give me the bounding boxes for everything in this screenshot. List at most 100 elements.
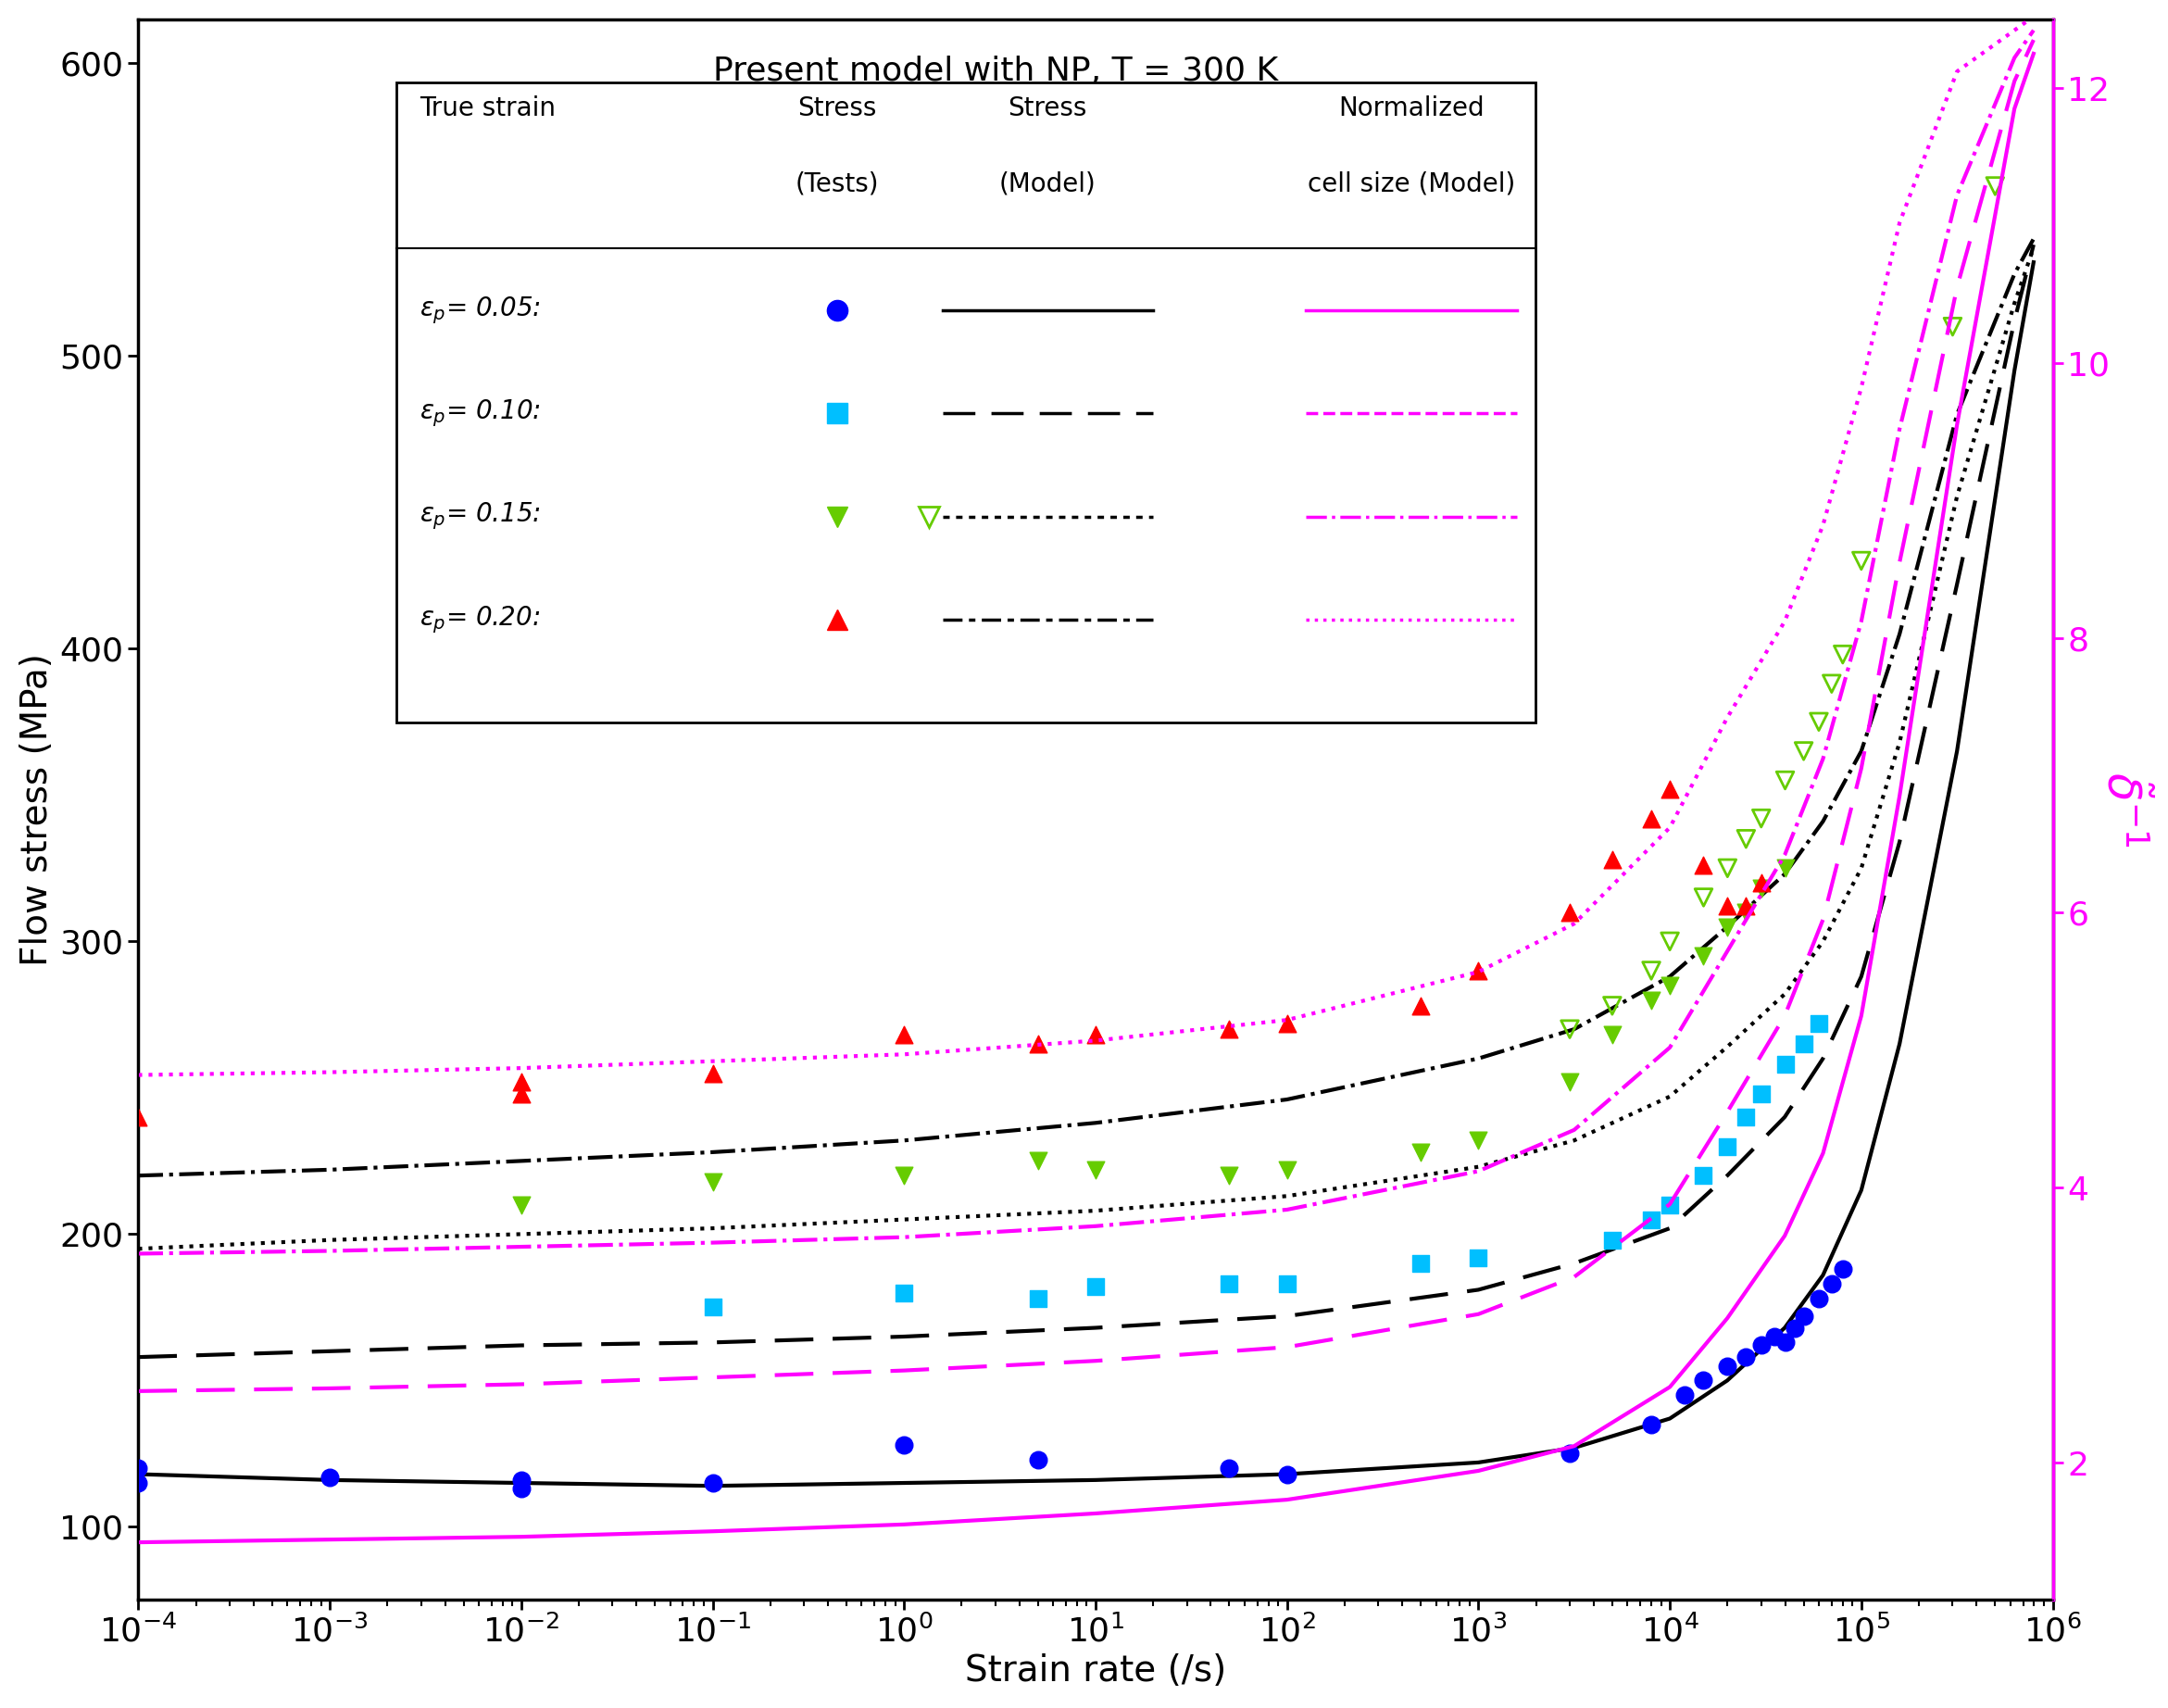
Point — [696, 1059, 731, 1086]
Point — [1635, 804, 1669, 832]
Point — [1652, 972, 1687, 999]
Point — [1596, 992, 1630, 1020]
Point — [1652, 775, 1687, 803]
Text: Stress: Stress — [798, 96, 876, 121]
Point — [696, 1293, 731, 1320]
Point — [1270, 1156, 1305, 1184]
Point — [1212, 1161, 1247, 1189]
Point — [1786, 738, 1821, 765]
Point — [1743, 804, 1778, 832]
Point — [1802, 709, 1836, 736]
Point — [1077, 1021, 1112, 1049]
Point — [1403, 1250, 1437, 1278]
Point — [1212, 1016, 1247, 1044]
Point — [1825, 640, 1860, 668]
Point — [1687, 852, 1721, 880]
Point — [1825, 1255, 1860, 1283]
Point — [1845, 547, 1880, 574]
FancyBboxPatch shape — [397, 82, 1535, 722]
Point — [1021, 1030, 1056, 1057]
Text: Normalized: Normalized — [1338, 96, 1485, 121]
Point — [1687, 943, 1721, 970]
Point — [1596, 845, 1630, 873]
Point — [1711, 893, 1745, 921]
Point — [1552, 1068, 1587, 1095]
X-axis label: Strain rate (/s): Strain rate (/s) — [965, 1653, 1227, 1689]
Point — [312, 1464, 347, 1491]
Point — [1635, 1411, 1669, 1438]
Point — [1802, 1009, 1836, 1037]
Point — [121, 1103, 156, 1131]
Text: Present model with NP, T = 300 K: Present model with NP, T = 300 K — [713, 56, 1277, 87]
Point — [1728, 893, 1763, 921]
Point — [1767, 854, 1802, 881]
Point — [1767, 767, 1802, 794]
Y-axis label: $\tilde{\delta}^{-1}$: $\tilde{\delta}^{-1}$ — [2099, 772, 2148, 847]
Point — [503, 1467, 538, 1494]
Point — [1270, 1460, 1305, 1488]
Point — [1652, 1190, 1687, 1218]
Point — [503, 1190, 538, 1218]
Point — [1652, 927, 1687, 955]
Point — [503, 1068, 538, 1095]
Point — [1687, 1366, 1721, 1394]
Point — [1461, 956, 1496, 984]
Point — [1802, 1284, 1836, 1312]
Point — [1711, 914, 1745, 941]
Point — [1596, 1226, 1630, 1254]
Point — [1711, 1132, 1745, 1160]
Point — [1077, 1272, 1112, 1300]
Point — [887, 1161, 921, 1189]
Point — [503, 1079, 538, 1107]
Point — [1936, 313, 1971, 340]
Point — [1815, 1271, 1849, 1298]
Point — [1687, 883, 1721, 910]
Point — [1728, 825, 1763, 852]
Text: (Model): (Model) — [999, 171, 1097, 196]
Y-axis label: Flow stress (MPa): Flow stress (MPa) — [20, 652, 54, 967]
Point — [121, 1469, 156, 1496]
Point — [1403, 992, 1437, 1020]
Point — [1403, 1139, 1437, 1167]
Text: cell size (Model): cell size (Model) — [1307, 171, 1515, 196]
Point — [1212, 1271, 1247, 1298]
Point — [1635, 1206, 1669, 1233]
Point — [1977, 173, 2012, 200]
Point — [121, 1455, 156, 1483]
Point — [1743, 1332, 1778, 1360]
Point — [1461, 1243, 1496, 1271]
Point — [1270, 1009, 1305, 1037]
Point — [1756, 1324, 1791, 1351]
Text: True strain: True strain — [421, 96, 555, 121]
Point — [1552, 1016, 1587, 1044]
Point — [1786, 1303, 1821, 1331]
Point — [1552, 1440, 1587, 1467]
Point — [696, 1469, 731, 1496]
Point — [1021, 1148, 1056, 1175]
Point — [1743, 874, 1778, 902]
Point — [1786, 1030, 1821, 1057]
Point — [1687, 1161, 1721, 1189]
Point — [1021, 1447, 1056, 1474]
Point — [1711, 1353, 1745, 1380]
Point — [696, 1168, 731, 1196]
Point — [1635, 956, 1669, 984]
Text: $\varepsilon_p$= 0.20:: $\varepsilon_p$= 0.20: — [421, 605, 540, 635]
Point — [1021, 1284, 1056, 1312]
Point — [1728, 898, 1763, 926]
Text: Stress: Stress — [1008, 96, 1086, 121]
Point — [1767, 1329, 1802, 1356]
Point — [1743, 1079, 1778, 1107]
Point — [1635, 986, 1669, 1013]
Point — [1461, 1127, 1496, 1155]
Point — [1815, 670, 1849, 697]
Point — [887, 1431, 921, 1459]
Point — [1552, 898, 1587, 926]
Point — [1711, 854, 1745, 881]
Point — [1667, 1382, 1702, 1409]
Point — [887, 1279, 921, 1307]
Point — [1778, 1313, 1812, 1341]
Point — [503, 1476, 538, 1503]
Text: $\varepsilon_p$= 0.10:: $\varepsilon_p$= 0.10: — [421, 398, 542, 429]
Point — [1767, 1050, 1802, 1078]
